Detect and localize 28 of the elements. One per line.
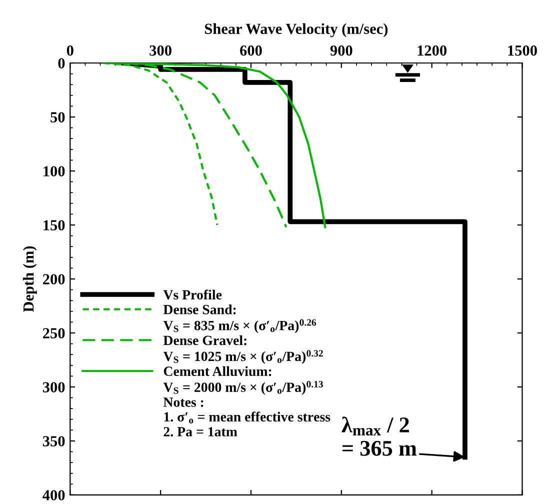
x-tick-label: 0 <box>66 45 74 56</box>
annotation: V$_{S}$ = 835 m/s × (σ′$_{o}$/Pa)$^{0.26}$ <box>163 319 316 334</box>
x-tick-label: 300 <box>150 45 172 56</box>
annotation: V$_{S}$ = 2000 m/s × (σ′$_{o}$/Pa)$^{0.13}$ <box>163 380 323 395</box>
y-tick-label: 200 <box>43 274 65 284</box>
annotation: 2. Pa = 1atm <box>164 427 238 436</box>
x-tick-label: 1200 <box>418 45 447 56</box>
y-tick-label: 400 <box>42 490 65 500</box>
x-tick-label: 1500 <box>508 45 537 56</box>
legend-label: Cement Alluvium: <box>164 366 272 376</box>
annotation: 1. σ′$_{o}$ = mean effective stress <box>164 412 330 424</box>
legend-label: Dense Sand: <box>163 304 236 314</box>
x-tick-label: 900 <box>330 45 352 56</box>
legend-label: Vs Profile <box>163 290 222 300</box>
x-axis-title: Shear Wave Velocity (m/sec) <box>204 23 388 38</box>
annotation: Notes : <box>163 398 204 407</box>
y-axis-title: Depth (m) <box>22 246 37 312</box>
annotation: V$_{S}$ = 1025 m/s × (σ′$_{o}$/Pa)$^{0.32}$ <box>163 350 323 364</box>
y-tick-label: 250 <box>43 328 65 338</box>
y-tick-label: 350 <box>42 436 65 446</box>
annotation: λ$_{max}$ / 2 = 365 m <box>342 416 417 456</box>
legend-label: Dense Gravel: <box>163 335 246 346</box>
y-tick-label: 300 <box>42 382 65 392</box>
x-tick-label: 600 <box>240 45 262 56</box>
y-tick-label: 150 <box>44 220 65 230</box>
y-tick-label: 0 <box>58 58 65 68</box>
y-tick-label: 50 <box>50 112 65 122</box>
y-tick-label: 100 <box>44 166 65 176</box>
